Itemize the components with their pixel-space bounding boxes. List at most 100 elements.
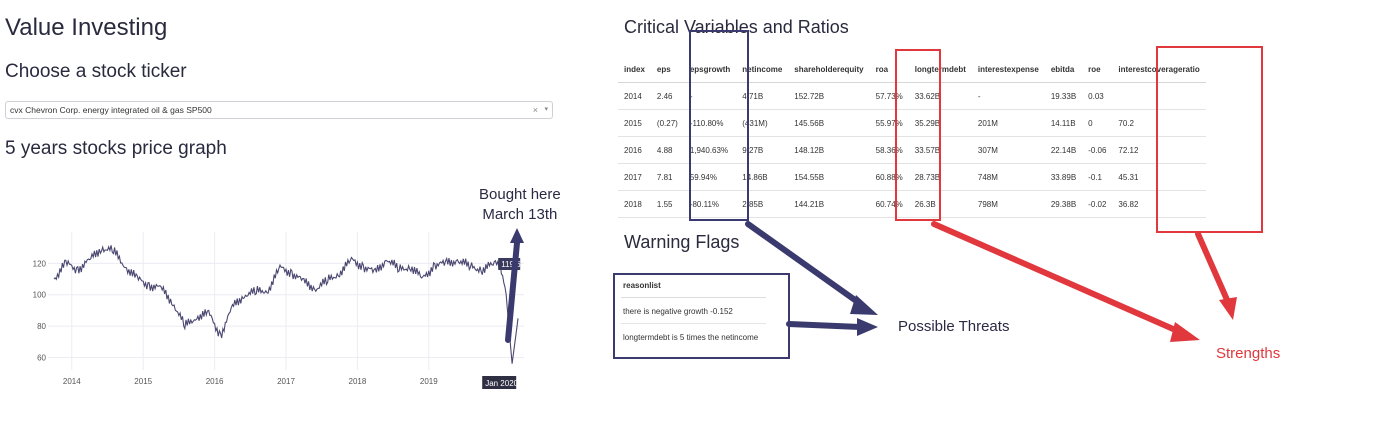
cell-interestexpense: 201M bbox=[971, 109, 1045, 137]
strength-arrow-roa bbox=[931, 221, 1183, 335]
x-tick-label: 2019 bbox=[420, 377, 438, 386]
x-tick-label: 2018 bbox=[349, 377, 367, 386]
cell-interestexpense: - bbox=[971, 82, 1045, 110]
cell-epsgrowth: -80.11% bbox=[683, 190, 737, 218]
cell-ebitda: 22.14B bbox=[1044, 136, 1083, 164]
graph-heading: 5 years stocks price graph bbox=[5, 138, 227, 159]
x-tick-label: 2015 bbox=[134, 377, 152, 386]
y-tick-label: 120 bbox=[33, 259, 47, 268]
hover-x-badge: Jan 2020 bbox=[482, 376, 519, 389]
ratios-title: Critical Variables and Ratios bbox=[624, 17, 849, 37]
cell-ebitda: 14.11B bbox=[1044, 109, 1083, 137]
cell-epsgrowth: 59.94% bbox=[683, 163, 737, 191]
x-tick-label: 2016 bbox=[206, 377, 224, 386]
column-header-roa: roa bbox=[869, 56, 909, 83]
bought-line-1: Bought here bbox=[479, 186, 561, 203]
cell-netincome: 14.86B bbox=[736, 163, 789, 191]
ratios-header-row: index eps epsgrowth netincome shareholderequ… bbox=[618, 56, 1206, 83]
warning-flag-item: there is negative growth -0.152 bbox=[623, 307, 733, 316]
cell-roe: -0.02 bbox=[1082, 190, 1113, 218]
ticker-heading: Choose a stock ticker bbox=[5, 61, 187, 82]
chevron-down-icon[interactable]: ▾ bbox=[544, 106, 548, 113]
arrowhead-icon bbox=[850, 295, 878, 315]
ratios-table: index eps epsgrowth netincome shareholderequ… bbox=[618, 56, 1206, 218]
cell-shareholderequity: 148.12B bbox=[788, 136, 870, 164]
cell-eps: (0.27) bbox=[650, 109, 684, 137]
cell-shareholderequity: 152.72B bbox=[788, 82, 870, 110]
column-header-eps: eps bbox=[650, 56, 684, 83]
ticker-select[interactable]: cvx Chevron Corp. energy integrated oil … bbox=[5, 101, 553, 119]
cell-index: 2015 bbox=[618, 109, 651, 137]
cell-roa: 57.73% bbox=[869, 82, 909, 110]
cell-epsgrowth: 1,940.63% bbox=[683, 136, 737, 164]
x-tick-label: 2017 bbox=[277, 377, 295, 386]
strengths-label: Strengths bbox=[1216, 345, 1281, 362]
cell-roa: 55.97% bbox=[869, 109, 909, 137]
warning-flags-header: reasonlist bbox=[623, 281, 661, 290]
cell-roa: 60.74% bbox=[869, 190, 909, 218]
cell-roa: 60.88% bbox=[869, 163, 909, 191]
cell-index: 2018 bbox=[618, 190, 651, 218]
table-row: 2015 (0.27) -110.80% (431M) 145.56B 55.97% 35.… bbox=[618, 109, 1206, 137]
cell-epsgrowth: - bbox=[683, 82, 737, 110]
column-header-roe: roe bbox=[1082, 56, 1113, 83]
cell-shareholderequity: 144.21B bbox=[788, 190, 870, 218]
cell-roa: 58.36% bbox=[869, 136, 909, 164]
x-tick-label: 2014 bbox=[63, 377, 81, 386]
bought-annotation: Bought here March 13th bbox=[479, 185, 561, 225]
bought-line-2: March 13th bbox=[482, 206, 558, 223]
clear-icon[interactable]: × bbox=[532, 105, 538, 115]
app-title: Value Investing bbox=[5, 14, 168, 41]
table-row: 2018 1.55 -80.11% 2.85B 144.21B 60.74% 26.3B 79… bbox=[618, 190, 1206, 218]
arrowhead-icon bbox=[510, 228, 524, 243]
cell-eps: 7.81 bbox=[650, 163, 684, 191]
cell-interestcoverageratio bbox=[1112, 82, 1206, 110]
table-row: 2016 4.88 1,940.63% 9.27B 148.12B 58.36% 33.57… bbox=[618, 136, 1206, 164]
column-header-index: index bbox=[618, 56, 651, 83]
cell-shareholderequity: 154.55B bbox=[788, 163, 870, 191]
threat-arrow-flags bbox=[786, 321, 863, 330]
table-row: 2014 2.46-4.71B 152.72B 57.73% 33.62B -19.33B… bbox=[618, 82, 1206, 110]
cell-netincome: (431M) bbox=[736, 109, 789, 137]
warnings-title: Warning Flags bbox=[624, 232, 740, 252]
cell-shareholderequity: 145.56B bbox=[788, 109, 870, 137]
cell-netincome: 2.85B bbox=[736, 190, 789, 218]
column-header-shareholderequity: shareholderequity bbox=[788, 56, 870, 83]
cell-interestcoverageratio: 45.31 bbox=[1112, 163, 1206, 191]
cell-roe: -0.1 bbox=[1082, 163, 1113, 191]
cell-index: 2017 bbox=[618, 163, 651, 191]
cell-interestexpense: 748M bbox=[971, 163, 1045, 191]
cell-interestexpense: 307M bbox=[971, 136, 1045, 164]
interestcoverage-highlight-box bbox=[1156, 46, 1263, 233]
y-tick-label: 100 bbox=[33, 291, 47, 300]
column-header-interestexpense: interestexpense bbox=[971, 56, 1045, 83]
cell-interestcoverageratio: 72.12 bbox=[1112, 136, 1206, 164]
cell-roe: 0 bbox=[1082, 109, 1113, 137]
column-header-epsgrowth: epsgrowth bbox=[683, 56, 737, 83]
cell-eps: 1.55 bbox=[650, 190, 684, 218]
arrowhead-icon bbox=[1219, 297, 1237, 320]
cell-ebitda: 29.38B bbox=[1044, 190, 1083, 218]
cell-index: 2016 bbox=[618, 136, 651, 164]
cell-ebitda: 33.89B bbox=[1044, 163, 1083, 191]
cell-roe: -0.06 bbox=[1082, 136, 1113, 164]
cell-netincome: 9.27B bbox=[736, 136, 789, 164]
cell-interestcoverageratio: 36.82 bbox=[1112, 190, 1206, 218]
column-header-ebitda: ebitda bbox=[1044, 56, 1083, 83]
epsgrowth-highlight-box bbox=[689, 30, 749, 221]
warning-flags-table: reasonlist there is negative growth -0.1… bbox=[613, 273, 790, 359]
cell-interestcoverageratio: 70.2 bbox=[1112, 109, 1206, 137]
cell-eps: 4.88 bbox=[650, 136, 684, 164]
arrowhead-icon bbox=[857, 318, 878, 336]
cell-eps: 2.46 bbox=[650, 82, 684, 110]
arrowhead-icon bbox=[1170, 322, 1200, 342]
cell-roe: 0.03 bbox=[1082, 82, 1113, 110]
threats-label: Possible Threats bbox=[898, 318, 1010, 335]
cell-ebitda: 19.33B bbox=[1044, 82, 1083, 110]
hover-x-label: Jan 2020 bbox=[485, 379, 518, 388]
threat-arrow-epsgrowth bbox=[745, 221, 865, 308]
price-line bbox=[53, 245, 519, 364]
strength-arrow-coverage bbox=[1195, 231, 1231, 305]
cell-index: 2014 bbox=[618, 82, 651, 110]
